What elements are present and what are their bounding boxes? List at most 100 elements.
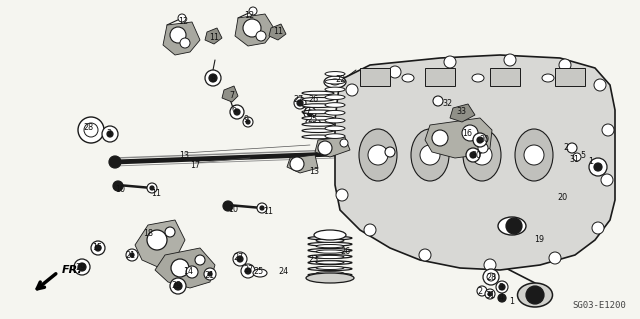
Circle shape bbox=[462, 125, 478, 141]
Circle shape bbox=[186, 266, 198, 278]
Text: 3: 3 bbox=[499, 284, 504, 293]
Circle shape bbox=[243, 117, 253, 127]
Text: 29: 29 bbox=[171, 281, 181, 291]
Circle shape bbox=[318, 141, 332, 155]
Circle shape bbox=[165, 227, 175, 237]
Circle shape bbox=[573, 153, 581, 161]
Polygon shape bbox=[205, 28, 222, 44]
Circle shape bbox=[477, 137, 483, 143]
Ellipse shape bbox=[411, 129, 449, 181]
Circle shape bbox=[594, 163, 602, 171]
Circle shape bbox=[368, 145, 388, 165]
Circle shape bbox=[84, 123, 98, 137]
Circle shape bbox=[594, 79, 606, 91]
Text: 25: 25 bbox=[308, 115, 318, 124]
Ellipse shape bbox=[518, 283, 552, 307]
Circle shape bbox=[205, 70, 221, 86]
Circle shape bbox=[260, 206, 264, 210]
Circle shape bbox=[178, 14, 186, 22]
Text: 7: 7 bbox=[229, 91, 235, 100]
Circle shape bbox=[524, 145, 544, 165]
Text: 17: 17 bbox=[190, 160, 200, 169]
Text: SG03-E1200: SG03-E1200 bbox=[572, 301, 626, 310]
Circle shape bbox=[385, 147, 395, 157]
Circle shape bbox=[147, 183, 157, 193]
Text: 3: 3 bbox=[106, 129, 111, 137]
Text: 26: 26 bbox=[340, 248, 350, 256]
Text: 27: 27 bbox=[243, 265, 253, 275]
Circle shape bbox=[209, 74, 217, 82]
Ellipse shape bbox=[314, 230, 346, 240]
Ellipse shape bbox=[316, 239, 344, 242]
Text: 12: 12 bbox=[244, 11, 254, 19]
Circle shape bbox=[195, 255, 205, 265]
Ellipse shape bbox=[308, 242, 352, 246]
Polygon shape bbox=[335, 55, 615, 270]
Circle shape bbox=[484, 259, 496, 271]
Ellipse shape bbox=[437, 74, 449, 82]
Text: 12: 12 bbox=[178, 18, 188, 26]
Ellipse shape bbox=[308, 267, 352, 271]
Text: 10: 10 bbox=[228, 205, 238, 214]
Text: 28: 28 bbox=[486, 273, 496, 283]
Ellipse shape bbox=[472, 74, 484, 82]
Ellipse shape bbox=[366, 74, 378, 82]
Circle shape bbox=[477, 286, 487, 296]
Text: 31: 31 bbox=[485, 291, 495, 300]
Circle shape bbox=[234, 109, 240, 115]
Ellipse shape bbox=[302, 104, 334, 108]
Text: 11: 11 bbox=[209, 33, 219, 42]
Ellipse shape bbox=[308, 261, 352, 264]
Polygon shape bbox=[235, 14, 275, 46]
Circle shape bbox=[472, 145, 492, 165]
Text: 1: 1 bbox=[509, 298, 515, 307]
Circle shape bbox=[307, 110, 313, 116]
Text: 25: 25 bbox=[253, 268, 263, 277]
Ellipse shape bbox=[325, 95, 345, 100]
Ellipse shape bbox=[325, 103, 345, 107]
Bar bbox=[490, 68, 520, 86]
Ellipse shape bbox=[316, 245, 344, 248]
Circle shape bbox=[78, 117, 104, 143]
Text: 33: 33 bbox=[456, 108, 466, 116]
Circle shape bbox=[91, 241, 105, 255]
Circle shape bbox=[95, 245, 101, 251]
Text: 11: 11 bbox=[263, 207, 273, 217]
Text: 20: 20 bbox=[557, 194, 567, 203]
Text: 16: 16 bbox=[462, 129, 472, 137]
Circle shape bbox=[257, 203, 267, 213]
Ellipse shape bbox=[302, 110, 334, 114]
Circle shape bbox=[473, 133, 487, 147]
Polygon shape bbox=[315, 137, 350, 157]
Text: 8: 8 bbox=[211, 76, 216, 85]
Text: 23: 23 bbox=[308, 256, 318, 264]
Ellipse shape bbox=[306, 118, 320, 125]
Circle shape bbox=[336, 189, 348, 201]
Ellipse shape bbox=[325, 79, 345, 84]
Text: FR.: FR. bbox=[62, 265, 83, 275]
Ellipse shape bbox=[302, 98, 334, 101]
Ellipse shape bbox=[325, 71, 345, 76]
Ellipse shape bbox=[316, 272, 344, 275]
Text: 24: 24 bbox=[278, 268, 288, 277]
Circle shape bbox=[304, 107, 316, 119]
Text: 22: 22 bbox=[336, 76, 346, 85]
Text: 10: 10 bbox=[115, 186, 125, 195]
Ellipse shape bbox=[325, 134, 345, 138]
Text: 30: 30 bbox=[471, 151, 481, 160]
Circle shape bbox=[340, 139, 348, 147]
Ellipse shape bbox=[325, 126, 345, 131]
Circle shape bbox=[504, 54, 516, 66]
Circle shape bbox=[126, 249, 138, 261]
Circle shape bbox=[113, 181, 123, 191]
Text: 1: 1 bbox=[589, 158, 593, 167]
Circle shape bbox=[294, 97, 306, 109]
Text: 27: 27 bbox=[233, 253, 243, 262]
Polygon shape bbox=[135, 220, 185, 268]
Ellipse shape bbox=[463, 129, 501, 181]
Circle shape bbox=[174, 282, 182, 290]
Circle shape bbox=[180, 38, 190, 48]
Polygon shape bbox=[163, 22, 200, 55]
Circle shape bbox=[589, 158, 607, 176]
Circle shape bbox=[290, 157, 304, 171]
